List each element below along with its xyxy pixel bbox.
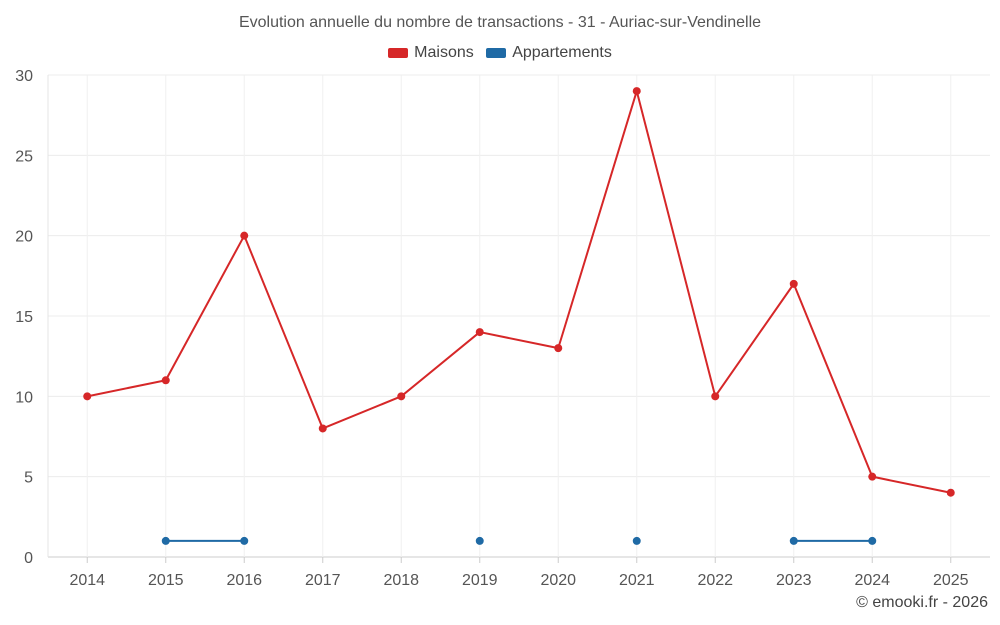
x-tick-label-2017: 2017 <box>305 572 341 589</box>
chart-title: Evolution annuelle du nombre de transact… <box>238 14 762 31</box>
series-maisons-point-2018 <box>397 392 406 401</box>
series-maisons-segment <box>635 90 717 398</box>
series-maisons-segment <box>400 331 481 398</box>
series-appartements-point-2016 <box>240 536 249 545</box>
legend-label-appartements: Appartements <box>512 44 612 61</box>
series-maisons-segment <box>86 379 167 398</box>
series-appartements-point-2015 <box>161 536 170 545</box>
legend-label-maisons: Maisons <box>414 44 474 61</box>
x-tick-label-2019: 2019 <box>462 572 498 589</box>
series-appartements-point-2024 <box>868 536 877 545</box>
series-maisons-segment <box>871 475 952 494</box>
legend-swatch-appartements <box>486 48 507 58</box>
series-maisons-segment <box>321 395 403 430</box>
series-maisons-segment <box>243 234 324 430</box>
y-tick-label-15: 15 <box>15 309 33 326</box>
credit-text: © emooki.fr - 2026 <box>856 594 988 611</box>
series-maisons-point-2024 <box>868 472 877 481</box>
y-tick-label-25: 25 <box>15 148 33 165</box>
series-maisons-point-2016 <box>240 231 249 240</box>
y-tick-label-0: 0 <box>24 550 33 567</box>
x-tick-label-2015: 2015 <box>148 572 184 589</box>
series-maisons-segment <box>557 90 638 350</box>
legend-swatch-maisons <box>388 48 409 58</box>
series-maisons-point-2023 <box>789 279 798 288</box>
series-maisons-segment <box>164 234 246 382</box>
x-tick-label-2023: 2023 <box>776 572 812 589</box>
grid-lines <box>47 74 990 563</box>
x-tick-label-2016: 2016 <box>226 572 262 589</box>
series-maisons-segment <box>714 282 795 398</box>
series-appartements-point-2019 <box>475 536 484 545</box>
series-maisons-point-2017 <box>318 424 327 433</box>
series-appartements-point-2023 <box>789 536 798 545</box>
x-tick-label-2022: 2022 <box>697 572 733 589</box>
series-maisons-point-2025 <box>946 488 955 497</box>
legend-item-appartements[interactable]: Appartements <box>486 44 612 62</box>
x-tick-label-2025: 2025 <box>933 572 969 589</box>
series-appartements-point-2021 <box>632 536 641 545</box>
y-tick-label-5: 5 <box>24 470 33 487</box>
series-maisons-segment <box>792 282 874 478</box>
y-tick-label-10: 10 <box>15 389 33 406</box>
series-maisons-point-2021 <box>632 87 641 96</box>
x-tick-label-2021: 2021 <box>619 572 655 589</box>
series-maisons-point-2015 <box>161 376 170 385</box>
x-tick-label-2020: 2020 <box>540 572 576 589</box>
x-tick-label-2018: 2018 <box>383 572 419 589</box>
series-maisons-point-2020 <box>554 344 563 353</box>
x-tick-label-2024: 2024 <box>854 572 890 589</box>
series-maisons-point-2022 <box>711 392 720 401</box>
y-tick-label-20: 20 <box>15 229 33 246</box>
x-tick-label-2014: 2014 <box>69 572 105 589</box>
y-tick-label-30: 30 <box>15 68 33 85</box>
legend: Maisons Appartements <box>0 44 1000 63</box>
series-layer <box>83 87 955 545</box>
series-maisons-point-2019 <box>475 328 484 337</box>
series-maisons-point-2014 <box>83 392 92 401</box>
series-maisons-segment <box>478 331 560 350</box>
legend-item-maisons[interactable]: Maisons <box>388 44 474 62</box>
